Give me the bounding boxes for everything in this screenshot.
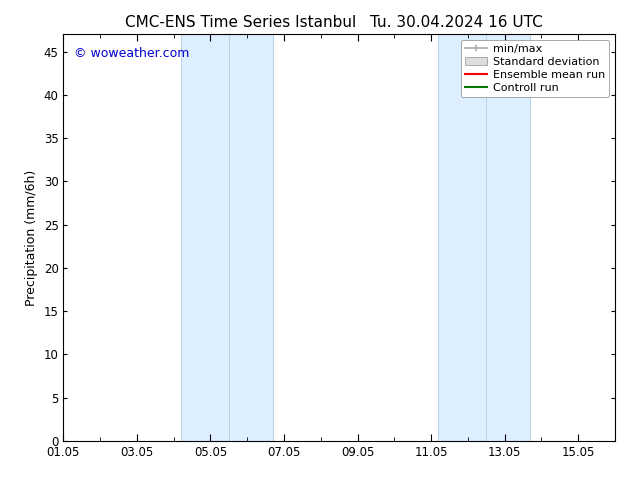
- Text: Tu. 30.04.2024 16 UTC: Tu. 30.04.2024 16 UTC: [370, 15, 543, 30]
- Text: © woweather.com: © woweather.com: [74, 47, 190, 59]
- Legend: min/max, Standard deviation, Ensemble mean run, Controll run: min/max, Standard deviation, Ensemble me…: [460, 40, 609, 97]
- Text: CMC-ENS Time Series Istanbul: CMC-ENS Time Series Istanbul: [126, 15, 356, 30]
- Bar: [439, 34, 531, 441]
- Bar: [181, 34, 273, 441]
- Y-axis label: Precipitation (mm/6h): Precipitation (mm/6h): [25, 170, 38, 306]
